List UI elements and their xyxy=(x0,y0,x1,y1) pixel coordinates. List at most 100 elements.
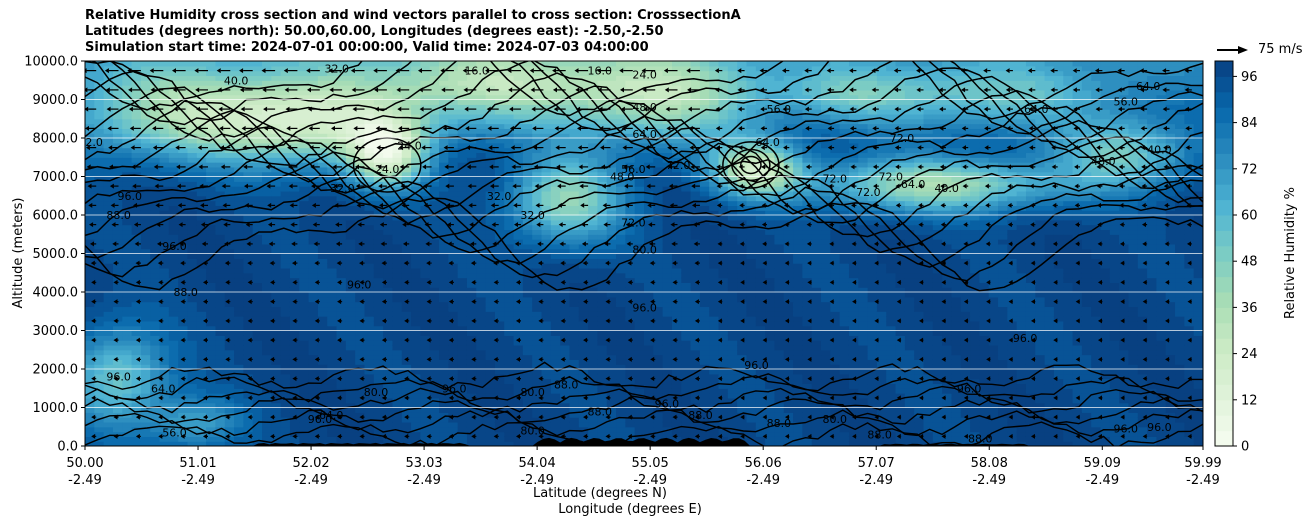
wind-vector-head xyxy=(874,318,879,324)
colorbar-band xyxy=(1215,215,1233,231)
wind-vector-head xyxy=(492,241,497,247)
wind-vector-head xyxy=(292,395,297,401)
wind-vector-head xyxy=(1053,376,1058,382)
wind-vector-head xyxy=(692,202,696,208)
contour-label: 72.0 xyxy=(856,186,881,199)
wind-vector-head xyxy=(583,337,588,343)
wind-vector-head xyxy=(448,376,453,382)
wind-vector-head xyxy=(1075,222,1079,228)
wind-vector-head xyxy=(716,145,720,151)
wind-vector-head xyxy=(895,183,900,189)
wind-vector-head xyxy=(919,376,924,382)
contour-line xyxy=(740,155,762,175)
y-tick-label: 9000.0 xyxy=(33,93,79,108)
wind-vector-head xyxy=(381,376,386,382)
wind-vector-head xyxy=(919,337,924,343)
wind-vector-head xyxy=(268,241,273,247)
wind-vector-head xyxy=(402,222,407,228)
wind-vector-head xyxy=(149,68,154,74)
wind-vector-head xyxy=(1075,279,1080,285)
wind-vector-head xyxy=(650,356,655,362)
contour-label: 56.0 xyxy=(162,427,187,440)
colorbar-band xyxy=(1215,399,1233,416)
wind-vector-head xyxy=(717,395,722,401)
wind-vector-head xyxy=(672,279,677,285)
wind-vector-head xyxy=(158,337,163,343)
x-tick-label-lon: -2.49 xyxy=(68,473,102,488)
wind-vector-head xyxy=(113,376,118,382)
chart-title-line-2: Latitudes (degrees north): 50.00,60.00, … xyxy=(85,24,664,39)
wind-vector-head xyxy=(828,164,833,170)
contour-label: 64.0 xyxy=(151,382,176,395)
wind-vector-head xyxy=(377,164,382,170)
wind-vector-head xyxy=(896,318,901,324)
wind-vector-head xyxy=(1028,87,1033,93)
wind-vector-head xyxy=(314,395,319,401)
wind-vector-head xyxy=(426,279,431,285)
wind-vector-head xyxy=(440,68,445,74)
colorbar-band xyxy=(1215,61,1233,77)
wind-vector-head xyxy=(538,299,543,305)
wind-vector-head xyxy=(1185,145,1190,151)
wind-vector-head xyxy=(135,279,140,285)
wind-vector-head xyxy=(762,433,767,439)
wind-vector-head xyxy=(852,414,857,420)
x-tick-label-lat: 54.04 xyxy=(519,456,556,471)
wind-vector-head xyxy=(605,395,610,401)
wind-vector-head xyxy=(307,87,311,93)
wind-vector-head xyxy=(627,337,632,343)
wind-vector-head xyxy=(785,395,789,401)
wind-vector-head xyxy=(1165,376,1170,382)
wind-vector-head xyxy=(157,241,161,247)
wind-vector-head xyxy=(642,87,647,93)
wind-vector-head xyxy=(1098,279,1102,285)
wind-vector-head xyxy=(714,68,719,74)
y-tick-label: 3000.0 xyxy=(33,324,79,339)
wind-vector-head xyxy=(374,87,379,93)
wind-vector-head xyxy=(939,164,944,170)
wind-vector-head xyxy=(826,68,831,74)
wind-vector-head xyxy=(225,318,230,324)
wind-vector-head xyxy=(135,376,140,382)
wind-vector-head xyxy=(529,68,534,74)
wind-vector-head xyxy=(91,433,96,439)
wind-vector-head xyxy=(740,414,745,420)
wind-vector-head xyxy=(448,299,453,305)
wind-vector-head xyxy=(135,395,140,401)
wind-vector-head xyxy=(107,125,112,131)
wind-vector-head xyxy=(605,279,610,285)
wind-vector-head xyxy=(604,241,609,247)
wind-vector-head xyxy=(917,183,922,189)
wind-vector-head xyxy=(493,433,498,439)
wind-vector-head xyxy=(134,241,139,247)
wind-vector-head xyxy=(641,68,646,74)
wind-vector-head xyxy=(223,222,228,228)
wind-vector-head xyxy=(1119,183,1124,189)
wind-vector-head xyxy=(404,299,409,305)
wind-vector-head xyxy=(1162,106,1167,112)
wind-vector-head xyxy=(247,376,252,382)
colorbar-band xyxy=(1215,415,1233,432)
wind-vector-head xyxy=(110,202,115,208)
wind-vector-head xyxy=(1117,87,1122,93)
wind-vector-head xyxy=(423,202,428,208)
wind-vector-head xyxy=(851,241,856,247)
wind-vector-head xyxy=(1185,106,1189,112)
wind-vector-head xyxy=(627,376,632,382)
wind-vector-head xyxy=(1098,414,1102,420)
wind-vector-head xyxy=(621,125,626,131)
wind-vector-head xyxy=(1165,279,1170,285)
wind-vector-head xyxy=(247,299,252,305)
wind-vector-head xyxy=(646,183,651,189)
wind-vector-head xyxy=(1165,299,1170,305)
wind-vector-head xyxy=(1027,68,1032,74)
contour-line xyxy=(85,61,1203,160)
wind-vector-head xyxy=(986,279,991,285)
wind-vector-head xyxy=(1141,183,1146,189)
y-axis: 0.0 1000.0 2000.0 3000.0 4000.0 5000.0 6000.0 7… xyxy=(24,55,85,455)
wind-vector-head xyxy=(871,87,876,93)
contour-label: 64.0 xyxy=(1024,103,1049,116)
wind-vector-head xyxy=(829,318,834,324)
wind-vector-head xyxy=(874,414,879,420)
wind-vector-head xyxy=(552,68,557,74)
